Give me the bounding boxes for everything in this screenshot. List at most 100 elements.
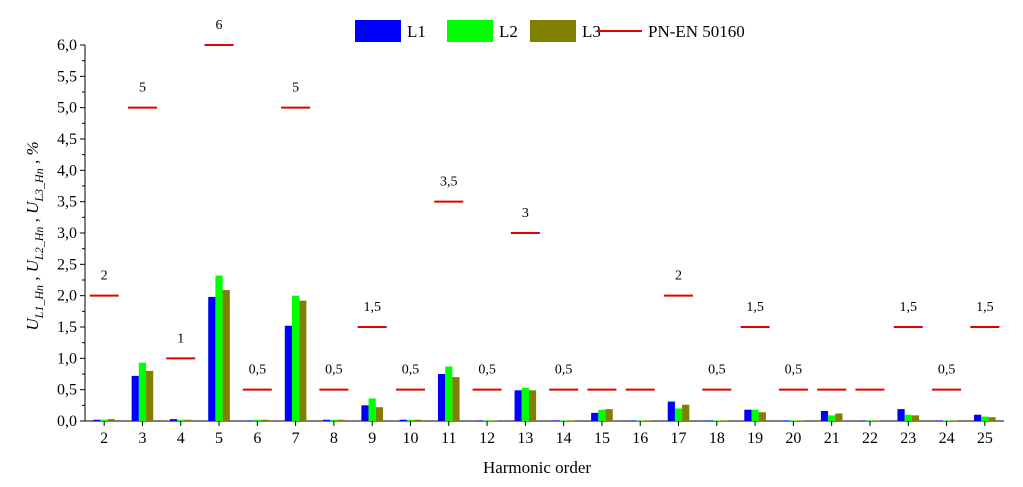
bar-l3-h9: [375, 407, 383, 421]
limit-label-h6: 0,5: [249, 363, 267, 378]
limit-label-h20: 0,5: [785, 363, 803, 378]
bar-l1-h6: [246, 420, 254, 421]
bar-l1-h24: [935, 420, 943, 421]
bar-l1-h8: [323, 419, 331, 421]
limit-label-h12: 0,5: [478, 363, 496, 378]
x-tick-label: 5: [215, 430, 223, 447]
limit-label-h5: 6: [216, 18, 223, 33]
bar-l1-h22: [859, 420, 867, 421]
bar-l1-h25: [974, 414, 982, 421]
limit-lines: 2 5 1 6 0,5 5 0,5 1,5 0,5 3,5 0,5 3 0,5 2 0,5 1,5 0,5 1,5…: [89, 18, 1000, 391]
bar-l2-h8: [330, 419, 338, 421]
legend-label-l1: L1: [407, 22, 426, 41]
x-tick-label: 19: [747, 430, 763, 447]
y-tick-label: 2,0: [57, 288, 77, 305]
bar-l3-h3: [146, 370, 154, 421]
limit-label-h11: 3,5: [440, 175, 458, 190]
bar-l2-h9: [368, 398, 376, 421]
bar-l2-h17: [674, 408, 683, 421]
bar-l3-h11: [452, 377, 460, 421]
x-tick-label: 13: [517, 430, 533, 447]
bar-l1-h7: [284, 325, 293, 421]
bar-l2-h21: [828, 415, 836, 421]
bar-l3-h23: [911, 415, 920, 421]
x-tick-label: 10: [402, 430, 418, 447]
bar-l2-h20: [789, 420, 797, 421]
bar-l3-h8: [337, 419, 345, 421]
bar-l2-h5: [215, 275, 223, 421]
limit-label-h4: 1: [177, 331, 184, 346]
bar-l1-h14: [552, 420, 561, 421]
x-tick-label: 3: [138, 430, 146, 447]
y-tick-label: 0,5: [57, 382, 77, 399]
bar-l3-h18: [720, 420, 728, 421]
limit-label-h19: 1,5: [746, 300, 764, 315]
x-tick-label: 22: [862, 430, 878, 447]
bar-l3-h24: [950, 420, 958, 421]
bar-l1-h9: [361, 405, 369, 421]
legend-label-l2: L2: [499, 22, 518, 41]
bar-l3-h21: [835, 413, 843, 421]
bar-l1-h10: [399, 419, 407, 421]
bar-l3-h6: [260, 419, 269, 421]
bar-l2-h13: [521, 387, 529, 421]
y-tick-label: 6,0: [57, 37, 77, 54]
y-tick-label: 4,0: [57, 162, 77, 179]
bar-l2-h14: [560, 420, 568, 421]
limit-label-h8: 0,5: [325, 363, 343, 378]
x-tick-label: 7: [292, 430, 300, 447]
x-axis-title: Harmonic order: [483, 458, 591, 477]
bar-l2-h2: [100, 419, 108, 421]
bar-l2-h3: [138, 362, 147, 421]
bar-l3-h22: [873, 420, 881, 421]
limit-label-h10: 0,5: [402, 363, 420, 378]
x-tick-label: 25: [977, 430, 993, 447]
bar-l2-h18: [713, 420, 721, 421]
bar-l1-h2: [93, 419, 101, 421]
limit-label-h14: 0,5: [555, 363, 573, 378]
bar-l1-h15: [591, 412, 599, 421]
legend-swatch-l2: [447, 20, 493, 42]
limit-label-h25: 1,5: [976, 300, 994, 315]
bar-l1-h4: [169, 419, 178, 421]
x-tick-label: 16: [632, 430, 648, 447]
x-tick-label: 2: [100, 430, 108, 447]
x-axis-ticks: 2 3 4 5 6 7 8 9 10 11 12 13 14 15 16 17 18 19 20 21 22 23 24 25: [100, 421, 993, 447]
bar-l3-h20: [796, 420, 805, 421]
bar-l3-h14: [567, 420, 575, 421]
bar-l1-h11: [437, 374, 446, 421]
bar-l2-h22: [866, 420, 874, 421]
bar-l3-h16: [643, 420, 652, 421]
bar-l3-h2: [107, 419, 115, 421]
legend-label-l3: L3: [582, 22, 601, 41]
y-tick-label: 2,5: [57, 256, 77, 273]
x-tick-label: 20: [785, 430, 801, 447]
bar-l1-h5: [208, 296, 216, 421]
limit-label-h13: 3: [522, 206, 529, 221]
x-tick-label: 18: [709, 430, 725, 447]
bar-l2-h25: [981, 416, 989, 421]
bar-l2-h19: [751, 409, 759, 421]
x-tick-label: 21: [824, 430, 840, 447]
y-tick-label: 1,0: [57, 350, 77, 367]
bar-l2-h10: [406, 419, 415, 421]
limit-label-h7: 5: [292, 81, 299, 96]
y-axis-title: UL1_Hn , UL2_Hn , UL3_Hn , %: [23, 141, 46, 330]
y-tick-label: 1,5: [57, 319, 77, 336]
bar-l3-h25: [988, 417, 996, 421]
bar-l3-h10: [414, 419, 422, 421]
bar-l3-h13: [528, 390, 537, 421]
bar-l3-h7: [299, 300, 307, 421]
bars: [93, 275, 996, 421]
x-tick-label: 6: [253, 430, 261, 447]
bar-l2-h4: [177, 419, 185, 421]
bar-l2-h24: [942, 420, 951, 421]
bar-l2-h11: [445, 366, 453, 421]
bar-l3-h12: [490, 420, 498, 421]
bar-l2-h16: [636, 420, 644, 421]
x-tick-label: 23: [900, 430, 916, 447]
bar-l1-h19: [744, 409, 752, 421]
bar-l1-h18: [706, 420, 714, 421]
x-tick-label: 4: [177, 430, 185, 447]
